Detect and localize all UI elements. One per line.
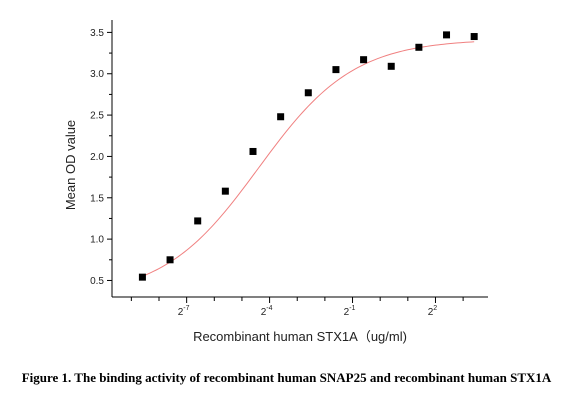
x-tick-label: 2-4 [261,305,273,318]
y-tick-label: 1.0 [90,235,104,246]
data-point [138,273,146,281]
data-points [138,31,478,281]
data-point [166,256,174,264]
x-tick-label: 22 [428,305,438,318]
y-tick-label: 0.5 [90,276,104,287]
data-point [387,62,395,70]
x-tick-label: 2-1 [344,305,356,318]
data-point [470,33,478,41]
x-tick-label: 2-7 [178,305,190,318]
data-point [332,66,340,74]
y-axis-title: Mean OD value [63,120,78,210]
data-point [277,113,285,121]
figure-caption: Figure 1. The binding activity of recomb… [21,370,552,385]
data-point [415,43,423,51]
data-point [221,187,229,195]
x-axis-title: Recombinant human STX1A（ug/ml) [193,329,407,344]
y-tick-label: 3.0 [90,69,104,80]
y-tick-label: 1.5 [90,193,104,204]
y-tick-label: 2.5 [90,111,104,122]
data-point [194,217,202,225]
y-tick-label: 3.5 [90,28,104,39]
fit-curve [142,41,475,277]
data-point [304,89,312,97]
y-axis: 0.5 1.0 1.5 2.0 2.5 3.0 3.5 [90,20,113,297]
data-point [443,31,451,39]
data-point [249,147,257,155]
chart: 0.5 1.0 1.5 2.0 2.5 3.0 3.5 2-7 2-4 2-1 22 Mean O… [63,20,488,344]
y-tick-label: 2.0 [90,152,104,163]
x-axis: 2-7 2-4 2-1 22 [112,296,488,318]
data-point [360,56,368,64]
